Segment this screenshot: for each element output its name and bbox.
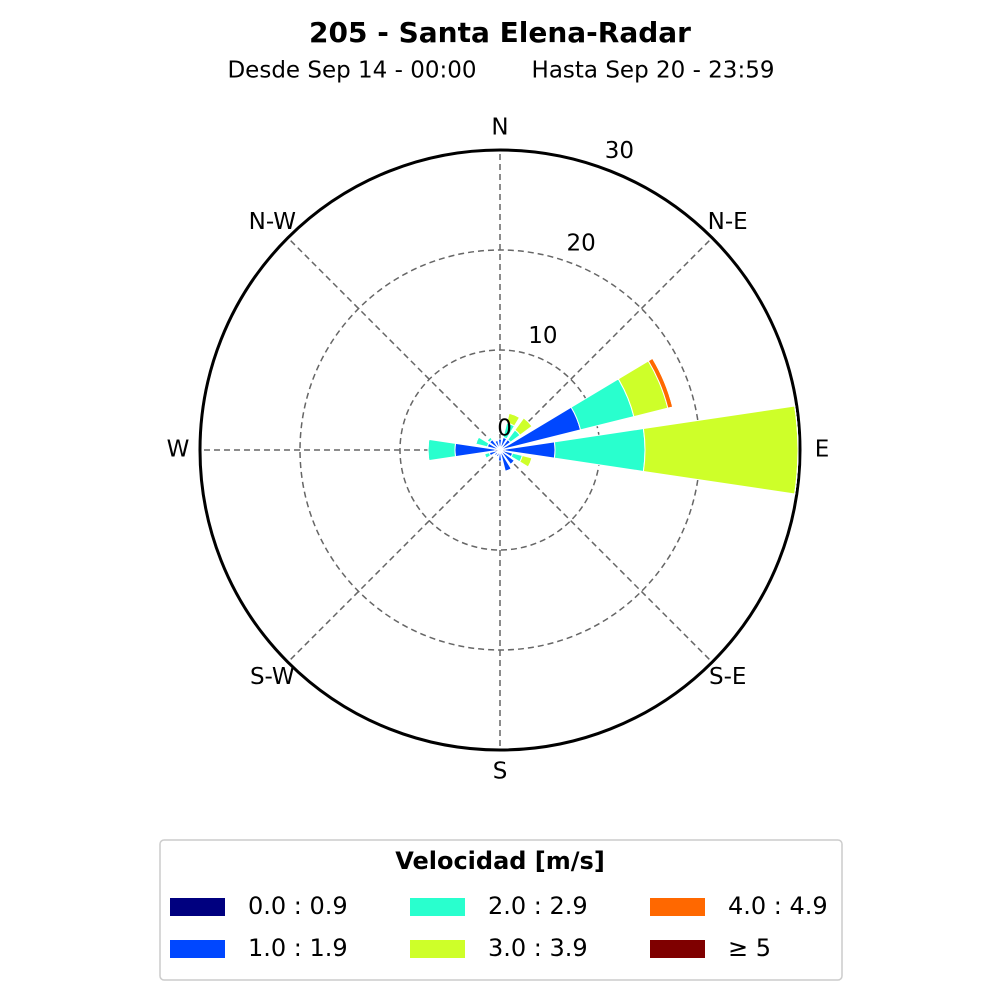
plot-area: N N-E E S-E S S-W W N-W 0 10 20 30 — [167, 115, 830, 785]
angle-label: E — [815, 437, 830, 463]
angle-label: N-E — [708, 209, 748, 235]
wedge — [493, 453, 497, 457]
r-tick-label: 10 — [528, 323, 557, 349]
legend-label: 2.0 : 2.9 — [488, 892, 588, 920]
wedge — [794, 405, 799, 495]
wedge — [523, 417, 533, 427]
legend: 0.0 : 0.9 1.0 : 1.9 2.0 : 2.9 3.0 : 3.9 4.0 … — [170, 892, 828, 962]
angle-label: W — [167, 437, 190, 463]
wedge — [553, 427, 646, 473]
outer-circle — [198, 148, 802, 752]
legend-swatch — [410, 940, 465, 958]
r-tick-label: 0 — [497, 415, 512, 441]
legend-swatch — [650, 898, 705, 916]
legend-label: 3.0 : 3.9 — [488, 934, 588, 962]
legend-title: Velocidad [m/s] — [395, 847, 605, 875]
chart-subtitle: Hasta Sep 20 - 23:59 — [532, 58, 775, 84]
legend-swatch — [170, 898, 225, 916]
wedge — [642, 405, 799, 495]
wedge — [427, 439, 430, 461]
grid-line — [287, 237, 501, 451]
wedge — [509, 412, 520, 418]
legend-swatch — [170, 940, 225, 958]
legend-label: 0.0 : 0.9 — [248, 892, 348, 920]
legend-label: 4.0 : 4.9 — [728, 892, 828, 920]
chart-subtitle: Desde Sep 14 - 00:00 — [227, 58, 476, 84]
wedge — [519, 454, 533, 468]
angle-label: S-E — [709, 664, 746, 690]
grid-line — [499, 237, 713, 451]
grid-line — [499, 449, 713, 663]
legend-swatch — [410, 898, 465, 916]
angle-label: N — [491, 115, 508, 141]
legend-swatch — [650, 940, 705, 958]
r-tick-label: 20 — [566, 231, 595, 257]
grid-line — [287, 449, 501, 663]
r-tick-label: 30 — [605, 138, 634, 164]
wedge — [483, 453, 487, 459]
angle-label: N-W — [249, 209, 296, 235]
wedge — [427, 438, 457, 462]
angle-label: S — [493, 759, 508, 785]
legend-label: 1.0 : 1.9 — [248, 934, 348, 962]
angle-label: S-W — [250, 664, 295, 690]
wedge — [496, 455, 499, 458]
chart-title: 205 - Santa Elena-Radar — [309, 16, 691, 49]
wedge — [510, 460, 515, 465]
legend-label: ≥ 5 — [728, 934, 771, 962]
